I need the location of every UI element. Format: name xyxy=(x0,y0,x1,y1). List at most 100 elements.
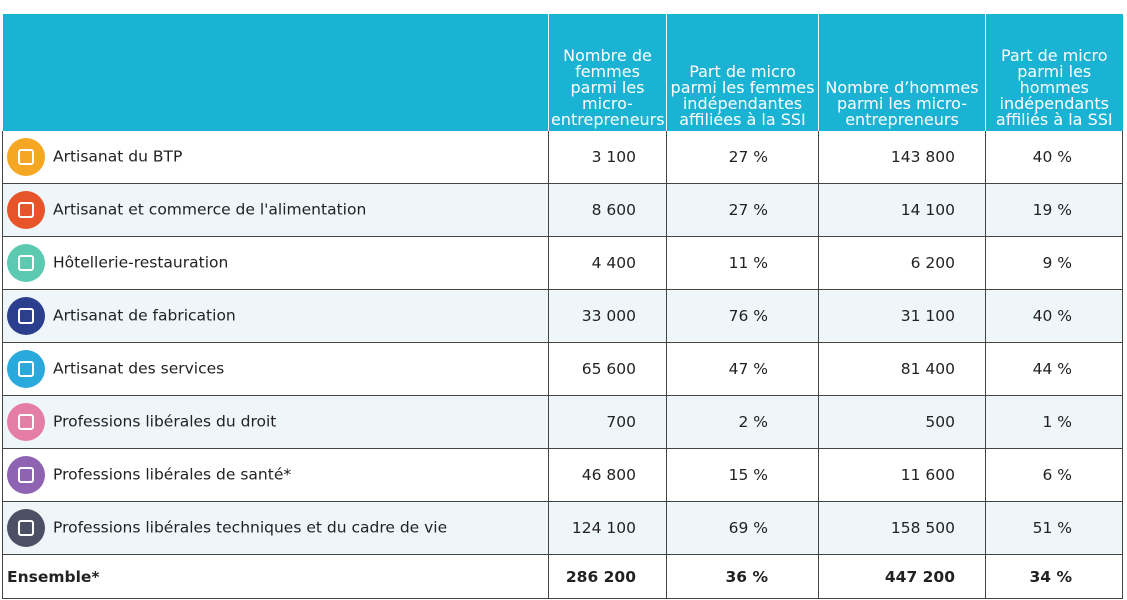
header-empty xyxy=(2,14,549,131)
row-label-text: Artisanat des services xyxy=(53,359,225,378)
cell-text: 27 % xyxy=(728,148,768,166)
cell-text: 2 % xyxy=(738,413,768,431)
sector-icon xyxy=(7,191,45,229)
row-label: Artisanat de fabrication xyxy=(2,289,549,343)
row-label: Professions libérales techniques et du c… xyxy=(2,501,549,555)
cell-value: 6 % xyxy=(985,448,1123,502)
cell-value: 9 % xyxy=(985,236,1123,290)
sector-icon xyxy=(7,297,45,335)
cell-text: 46 800 xyxy=(581,466,636,484)
total-label: Ensemble* xyxy=(2,554,549,599)
table-row: Professions libérales techniques et du c… xyxy=(2,501,1123,555)
cell-text: 11 % xyxy=(728,254,768,272)
cell-value: 2 % xyxy=(666,395,819,449)
cell-text: 158 500 xyxy=(890,519,955,537)
cell-value: 15 % xyxy=(666,448,819,502)
cell-value: 11 600 xyxy=(818,448,986,502)
row-label: Artisanat des services xyxy=(2,342,549,396)
column-header: Nombre de femmes parmi les micro-entrepr… xyxy=(548,14,667,131)
total-value: 286 200 xyxy=(548,554,667,599)
cell-value: 143 800 xyxy=(818,131,986,184)
row-label: Hôtellerie-restauration xyxy=(2,236,549,290)
cell-text: 124 100 xyxy=(571,519,636,537)
row-label-text: Artisanat de fabrication xyxy=(53,306,236,325)
row-label-text: Artisanat du BTP xyxy=(53,147,183,166)
cell-text: 1 % xyxy=(1042,413,1072,431)
sector-icon xyxy=(7,403,45,441)
cell-value: 14 100 xyxy=(818,183,986,237)
row-label: Artisanat et commerce de l'alimentation xyxy=(2,183,549,237)
header-row: Nombre de femmes parmi les micro-entrepr… xyxy=(2,14,1123,131)
cell-text: 6 200 xyxy=(910,254,955,272)
cell-value: 40 % xyxy=(985,289,1123,343)
cell-value: 40 % xyxy=(985,131,1123,184)
sector-icon xyxy=(7,350,45,388)
cell-text: 15 % xyxy=(728,466,768,484)
cell-value: 11 % xyxy=(666,236,819,290)
cell-text: 700 xyxy=(606,413,636,431)
table-row: Artisanat de fabrication 33 000 76 % 31 100… xyxy=(2,289,1123,343)
cell-value: 47 % xyxy=(666,342,819,396)
row-label-text: Professions libérales techniques et du c… xyxy=(53,518,448,537)
cell-text: 143 800 xyxy=(890,148,955,166)
table-row: Professions libérales du droit 700 2 % 500 1… xyxy=(2,395,1123,449)
column-header: Part de micro parmi les hommes indépenda… xyxy=(985,14,1123,131)
total-value: 34 % xyxy=(985,554,1123,599)
cell-value: 500 xyxy=(818,395,986,449)
total-value: 36 % xyxy=(666,554,819,599)
cell-text: 4 400 xyxy=(591,254,636,272)
cell-value: 81 400 xyxy=(818,342,986,396)
cell-value: 6 200 xyxy=(818,236,986,290)
cell-value: 69 % xyxy=(666,501,819,555)
cell-text: 65 600 xyxy=(581,360,636,378)
row-label-text: Artisanat et commerce de l'alimentation xyxy=(53,200,367,219)
table-row: Professions libérales de santé* 46 800 15 … xyxy=(2,448,1123,502)
cell-value: 31 100 xyxy=(818,289,986,343)
cell-value: 19 % xyxy=(985,183,1123,237)
cell-value: 158 500 xyxy=(818,501,986,555)
table-row: Artisanat des services 65 600 47 % 81 400 44… xyxy=(2,342,1123,396)
cell-text: 76 % xyxy=(728,307,768,325)
cell-text: 14 100 xyxy=(900,201,955,219)
total-value: 447 200 xyxy=(818,554,986,599)
column-header: Part de micro parmi les femmes indépenda… xyxy=(666,14,819,131)
cell-value: 700 xyxy=(548,395,667,449)
title-band xyxy=(0,0,1127,12)
cell-text: 69 % xyxy=(728,519,768,537)
row-label: Professions libérales du droit xyxy=(2,395,549,449)
cell-value: 3 100 xyxy=(548,131,667,184)
cell-text: 9 % xyxy=(1042,254,1072,272)
cell-text: 19 % xyxy=(1032,201,1072,219)
cell-text: 81 400 xyxy=(900,360,955,378)
cell-value: 33 000 xyxy=(548,289,667,343)
cell-value: 27 % xyxy=(666,131,819,184)
cell-text: 3 100 xyxy=(591,148,636,166)
cell-text: 500 xyxy=(925,413,955,431)
cell-text: 6 % xyxy=(1042,466,1072,484)
cell-value: 76 % xyxy=(666,289,819,343)
sector-icon xyxy=(7,456,45,494)
row-label: Professions libérales de santé* xyxy=(2,448,549,502)
sector-icon xyxy=(7,244,45,282)
cell-value: 46 800 xyxy=(548,448,667,502)
cell-text: 8 600 xyxy=(591,201,636,219)
cell-value: 8 600 xyxy=(548,183,667,237)
row-label: Artisanat du BTP xyxy=(2,131,549,184)
cell-text: 40 % xyxy=(1032,307,1072,325)
cell-text: 33 000 xyxy=(581,307,636,325)
table-row: Hôtellerie-restauration 4 400 11 % 6 200 9 % xyxy=(2,236,1123,290)
cell-value: 124 100 xyxy=(548,501,667,555)
cell-value: 1 % xyxy=(985,395,1123,449)
cell-value: 65 600 xyxy=(548,342,667,396)
cell-value: 44 % xyxy=(985,342,1123,396)
cell-text: 51 % xyxy=(1032,519,1072,537)
cell-text: 27 % xyxy=(728,201,768,219)
data-table: Nombre de femmes parmi les micro-entrepr… xyxy=(2,14,1123,599)
cell-text: 31 100 xyxy=(900,307,955,325)
column-header: Nombre d’hommes parmi les micro-entrepre… xyxy=(818,14,986,131)
cell-value: 4 400 xyxy=(548,236,667,290)
table-row: Artisanat et commerce de l'alimentation 8… xyxy=(2,183,1123,237)
row-label-text: Professions libérales du droit xyxy=(53,412,277,431)
cell-text: 11 600 xyxy=(900,466,955,484)
